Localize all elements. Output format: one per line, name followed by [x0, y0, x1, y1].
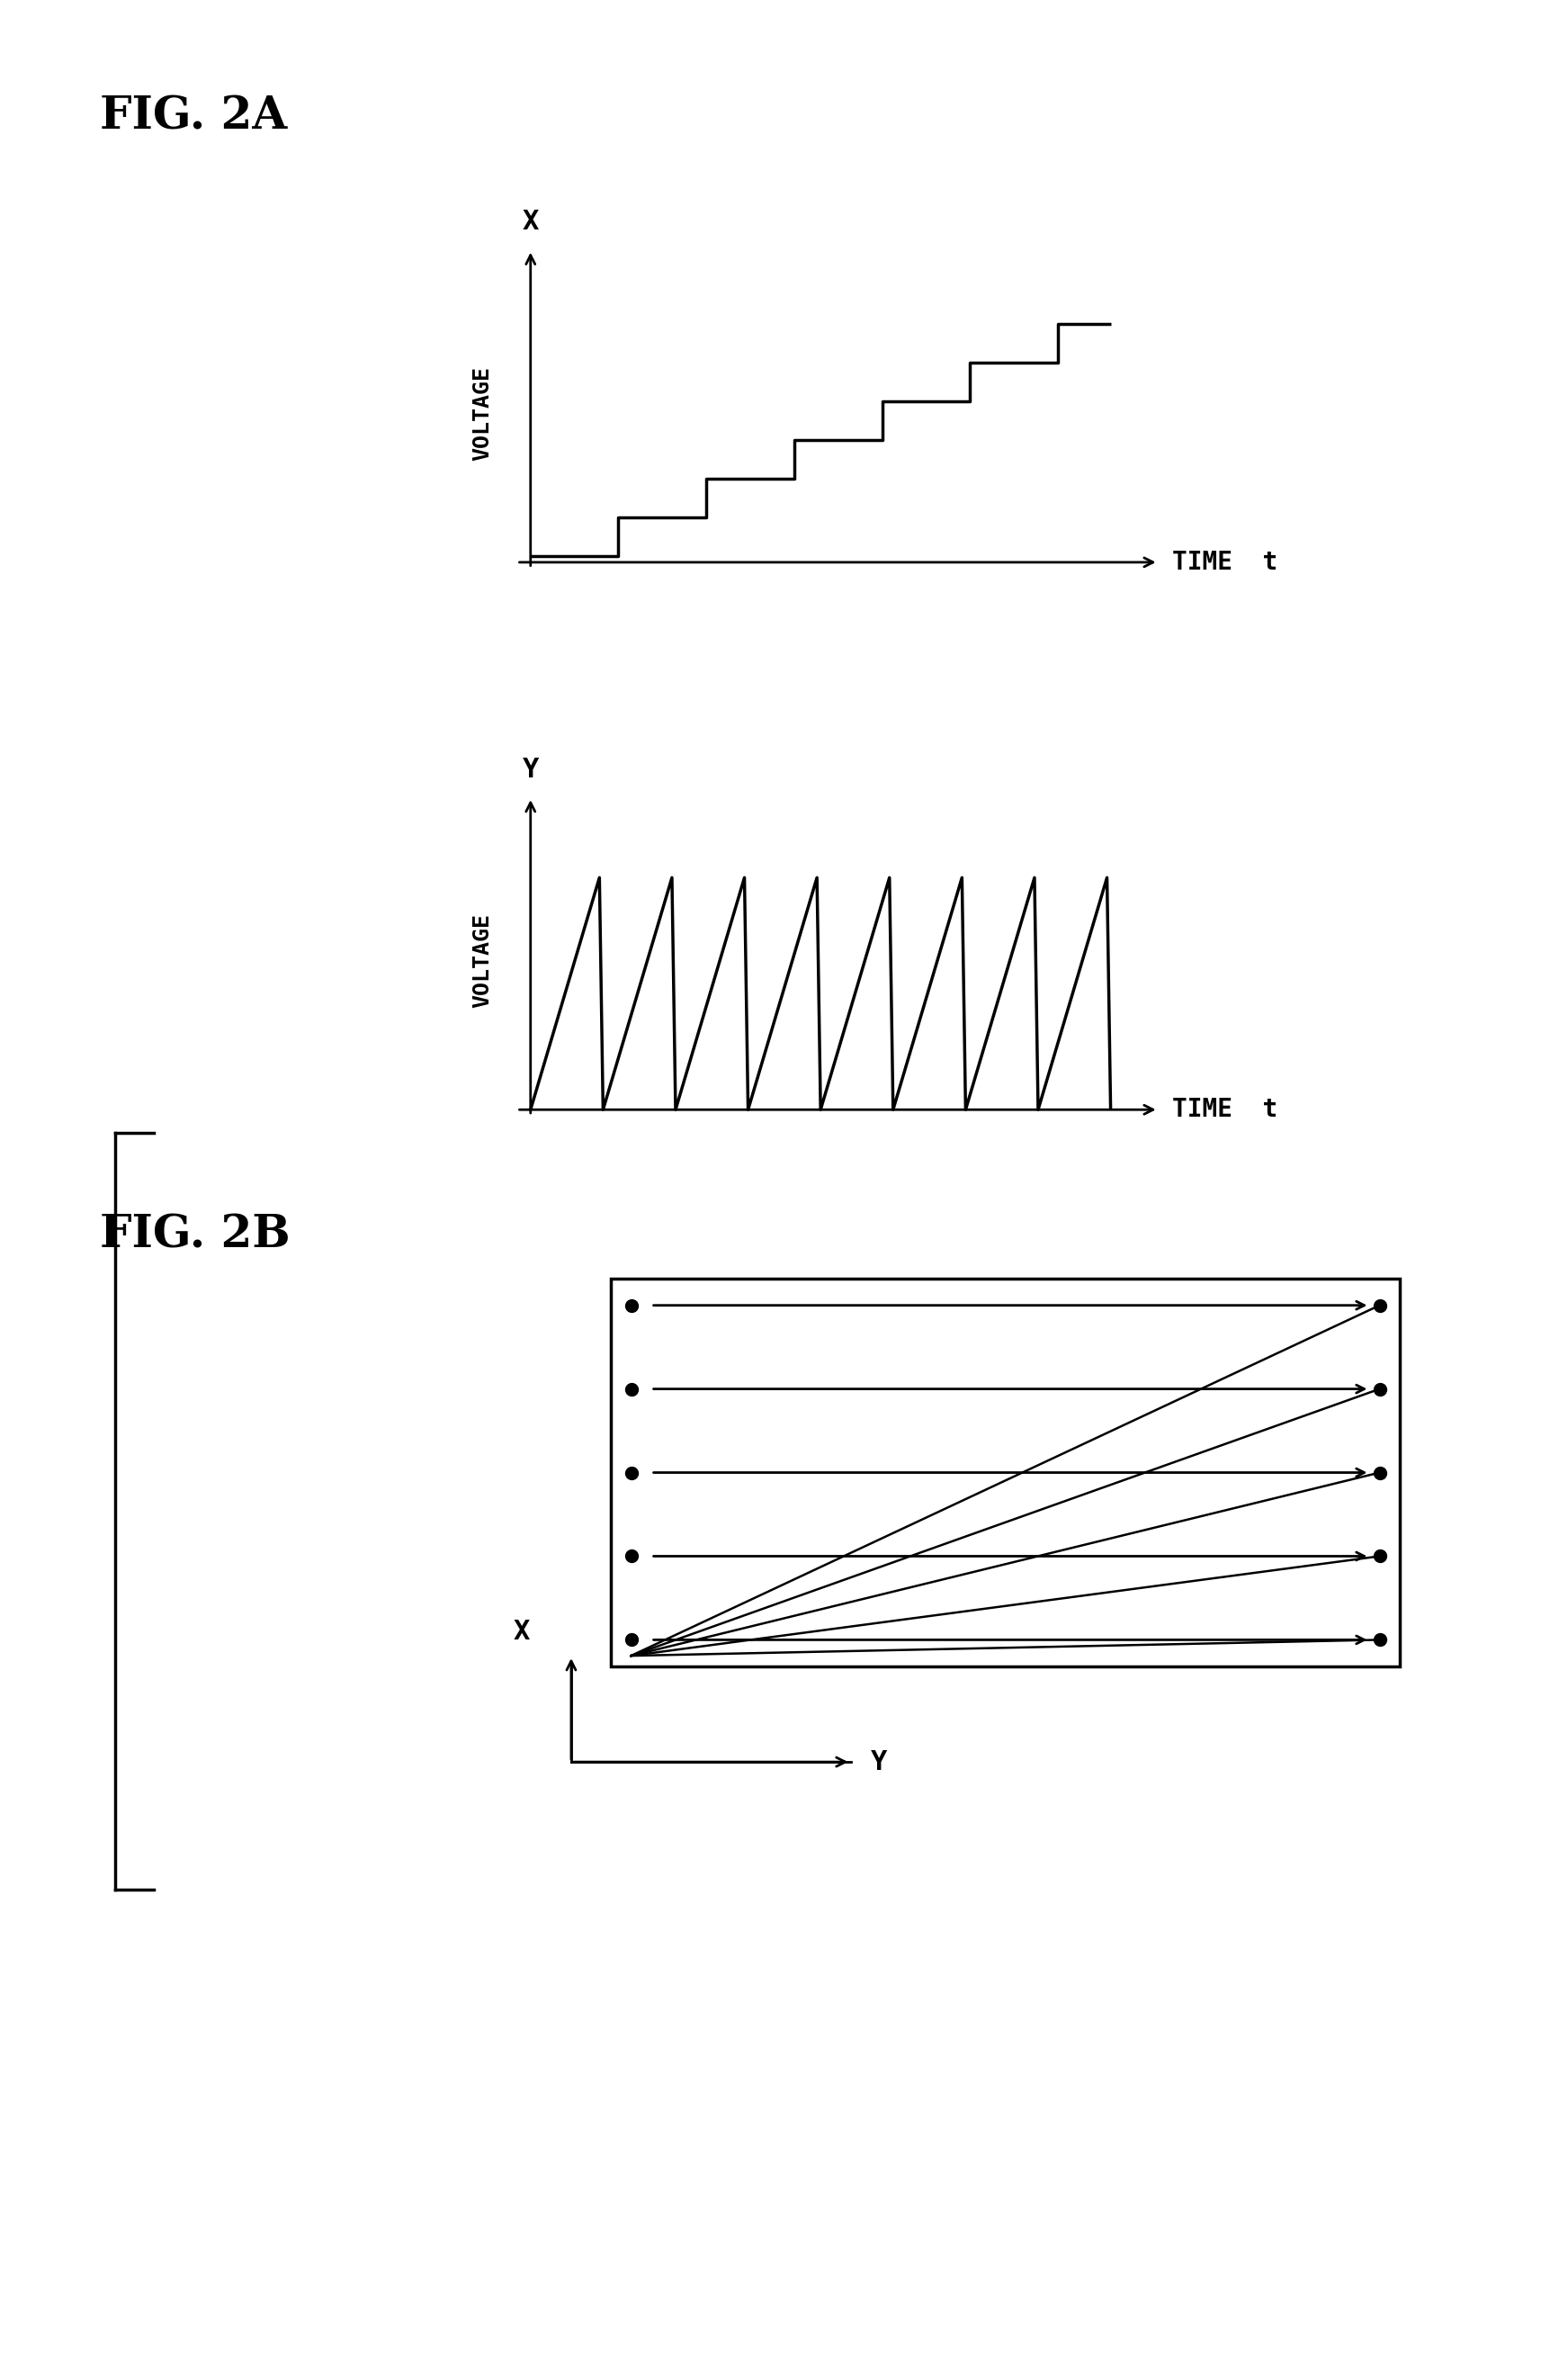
Text: FIG. 2A: FIG. 2A	[100, 95, 288, 140]
Text: X: X	[522, 209, 539, 236]
Text: TIME  t: TIME t	[1173, 550, 1277, 576]
Text: X: X	[513, 1618, 530, 1645]
Text: Y: Y	[522, 757, 539, 783]
Text: VOLTAGE: VOLTAGE	[472, 367, 493, 462]
Text: TIME  t: TIME t	[1173, 1097, 1277, 1123]
Bar	[612, 1278, 1399, 1666]
Text: VOLTAGE: VOLTAGE	[472, 914, 493, 1009]
Text: FIG. 2B: FIG. 2B	[100, 1214, 291, 1259]
Text: Y: Y	[871, 1749, 888, 1775]
